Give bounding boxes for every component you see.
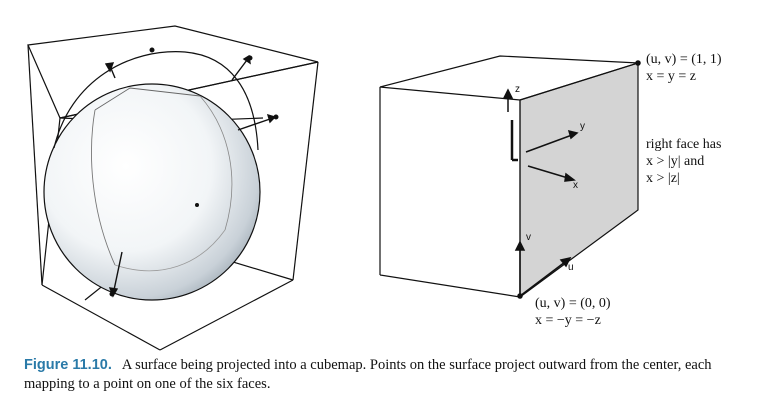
uv-top-equation: x = y = z <box>646 69 697 84</box>
right-face-note-line3: x > |z| <box>646 171 680 186</box>
uv-bottom-label: (u, v) = (0, 0) <box>535 296 611 311</box>
shaded-right-face <box>519 62 639 299</box>
right-cube-axes <box>502 60 641 299</box>
right-face-note-line2: x > |y| and <box>646 154 705 169</box>
axis-label-z: z <box>515 84 520 95</box>
figure-caption: Figure 11.10. A surface being projected i… <box>24 356 764 394</box>
caption-text: A surface being projected into a cubemap… <box>24 357 712 392</box>
axis-label-y: y <box>580 121 585 132</box>
axis-label-u: u <box>568 262 574 273</box>
sphere <box>43 51 261 301</box>
uv-top-label: (u, v) = (1, 1) <box>646 52 722 67</box>
axis-label-x: x <box>573 180 578 191</box>
axis-label-v: v <box>526 232 531 243</box>
figure-number: Figure 11.10. <box>24 357 112 373</box>
right-face-note-line1: right face has <box>646 137 722 152</box>
projection-arrows <box>104 47 279 298</box>
uv-bottom-equation: x = −y = −z <box>535 313 601 328</box>
